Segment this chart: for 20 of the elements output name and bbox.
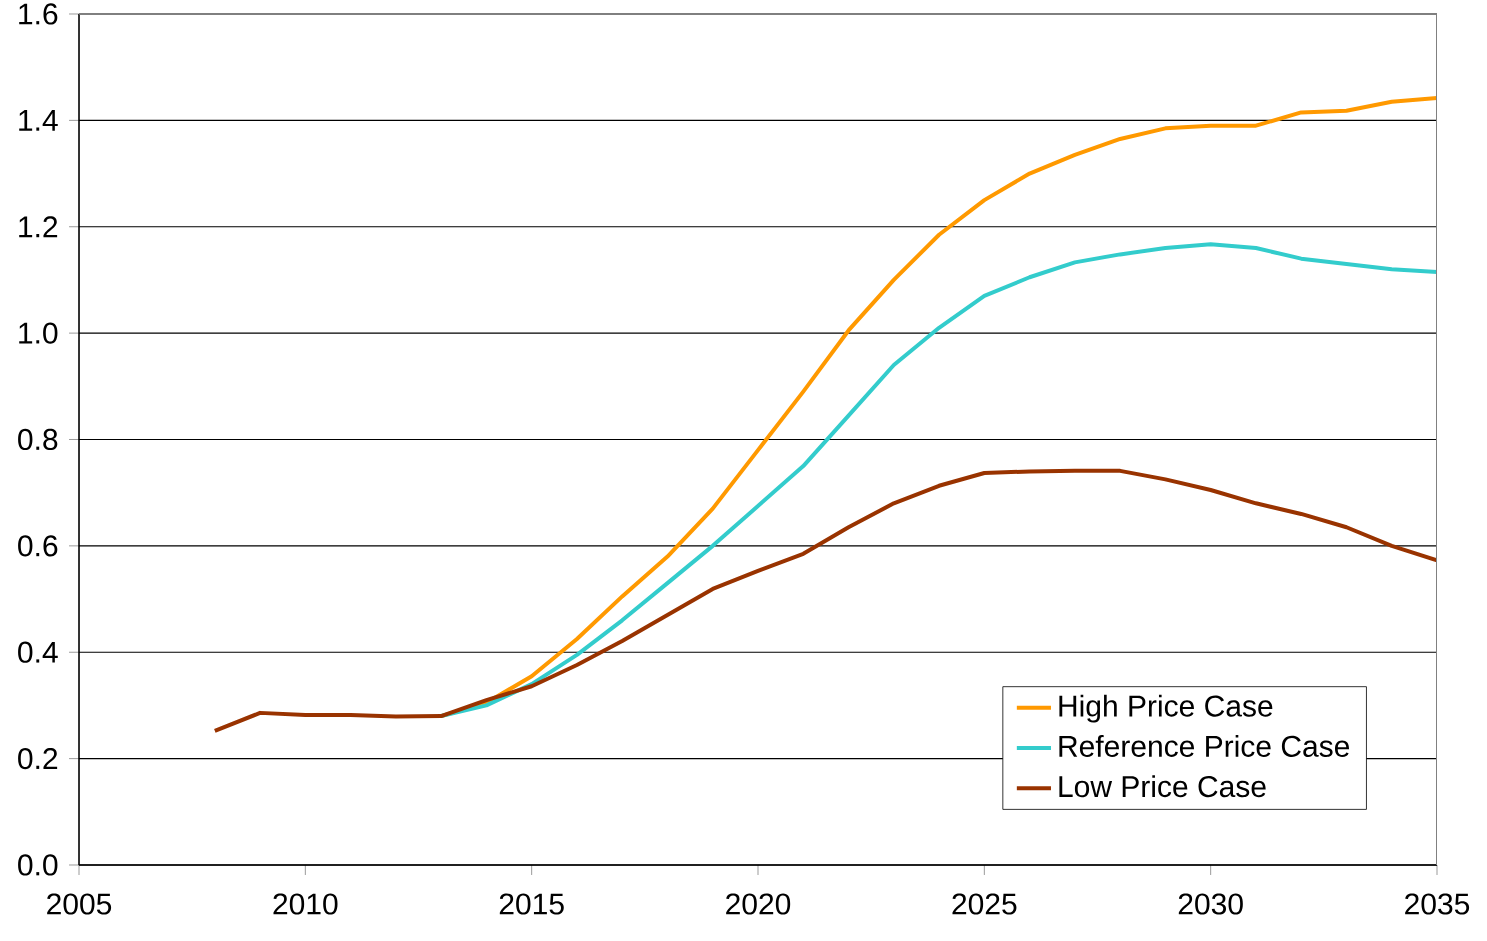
y-tick-label: 0.2 (18, 747, 58, 770)
y-tick-label: 0.8 (18, 428, 58, 451)
x-tick-label: 2010 (273, 893, 338, 915)
y-tick-label: 1.4 (19, 110, 58, 131)
line-series (212, 468, 1437, 733)
x-tick-label: 2025 (952, 893, 1017, 915)
x-tick-label: 2015 (499, 893, 564, 915)
y-tick-label: 1.6 (19, 3, 58, 25)
y-tick-label: 0.4 (18, 641, 58, 663)
y-tick-label: 1.2 (19, 216, 58, 238)
legend-label: High Price Case (1059, 694, 1273, 723)
x-tick-label: 2035 (1405, 893, 1470, 915)
x-tick-label: 2020 (726, 893, 791, 915)
y-tick-label: 0.0 (18, 854, 58, 876)
y-tick-label: 1.0 (19, 322, 58, 344)
legend-label: Low Price Case (1059, 775, 1266, 798)
x-tick-label: 2030 (1178, 893, 1243, 915)
legend-label: Reference Price Case (1059, 734, 1350, 757)
y-tick-label: 0.6 (18, 535, 58, 557)
x-tick-label: 2005 (47, 893, 112, 915)
